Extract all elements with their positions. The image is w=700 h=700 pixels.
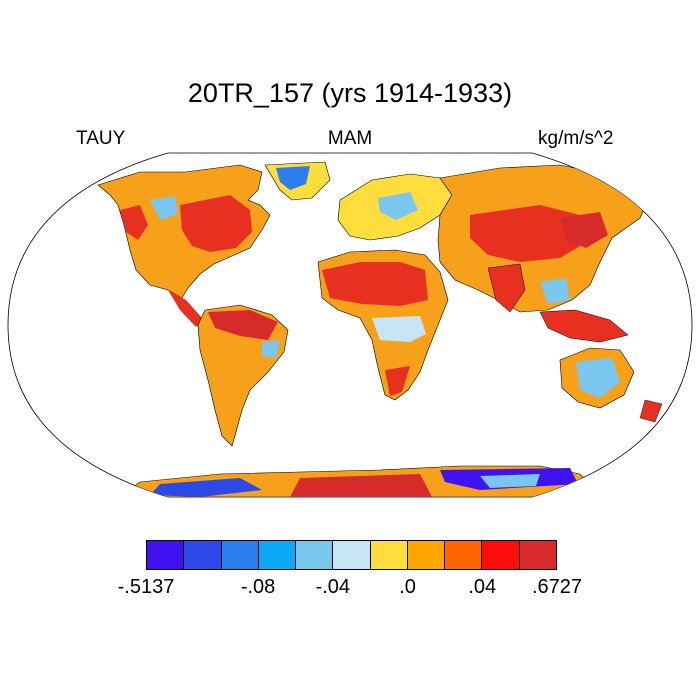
asia-red-east [560,212,608,248]
colorbar-label-0: -.5137 [117,576,175,598]
colorbar-swatch-4 [296,541,334,569]
africa-blue-band [372,316,426,342]
colorbar-swatch-5 [333,541,371,569]
australia-blue [576,358,620,398]
maritime-southeast-asia [539,309,629,343]
north-america-red-east [180,195,252,252]
colorbar-swatch-10 [519,541,556,569]
colorbar-swatch-7 [407,541,446,569]
africa-south-red [385,366,410,396]
colorbar-swatch-9 [482,541,520,569]
units-label: kg/m/s^2 [538,128,614,149]
colorbar-swatch-1 [184,541,222,569]
europe-blue [378,192,418,220]
colorbar-label-5: .6727 [531,576,583,598]
colorbar-label-3: .0 [399,576,416,598]
sahara-red [322,262,428,306]
india [487,263,526,313]
south-america-blue [262,340,280,358]
antarctica-blue-west [150,478,262,497]
colorbar-label-2: -.04 [315,576,351,598]
season-label: MAM [327,128,373,149]
asia-red-central [470,205,590,262]
north-america-blue [150,196,178,220]
colorbar-swatch-0 [147,541,185,569]
colorbar-swatch-6 [370,541,408,569]
colorbar-swatch-3 [258,541,297,569]
variable-label: TAUY [76,128,126,149]
north-america-red-west [120,205,148,240]
antarctica-red [290,474,432,497]
colorbar-swatch-8 [445,541,483,569]
new-zealand [639,399,663,423]
central-america [168,290,206,328]
colorbar-label-4: .04 [468,576,497,598]
colorbar [146,540,557,570]
antarctica-lightblue [480,474,540,488]
colorbar-swatch-2 [221,541,259,569]
figure-title: 20TR_157 (yrs 1914-1933) [187,78,513,108]
greenland-blue [276,166,310,190]
colorbar-label-1: -.08 [240,576,276,598]
asia-blue [540,278,570,304]
south-america-red [208,310,278,340]
south-america [197,304,289,447]
